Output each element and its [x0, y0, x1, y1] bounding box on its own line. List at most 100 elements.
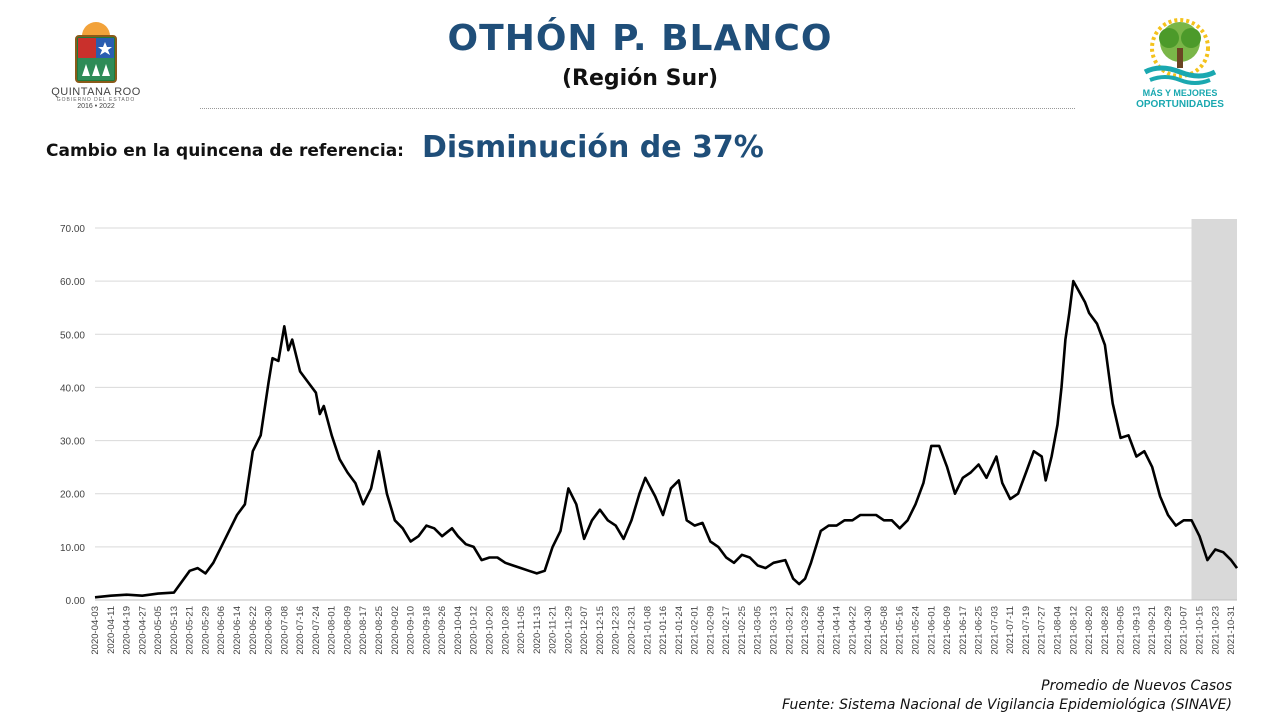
x-tick-label: 2021-07-03 — [989, 606, 1000, 655]
source-caption: Fuente: Sistema Nacional de Vigilancia E… — [782, 697, 1232, 713]
x-tick-label: 2020-11-21 — [548, 606, 559, 654]
x-tick-label: 2020-11-29 — [563, 606, 574, 654]
x-tick-label: 2021-09-29 — [1163, 606, 1174, 655]
x-tick-label: 2020-10-12 — [469, 606, 480, 655]
x-tick-label: 2021-06-25 — [974, 606, 985, 655]
x-tick-label: 2021-05-08 — [879, 606, 890, 655]
x-tick-label: 2020-10-04 — [453, 606, 464, 655]
x-tick-label: 2020-05-21 — [185, 606, 196, 655]
x-tick-label: 2020-09-10 — [406, 606, 417, 655]
x-tick-label: 2020-12-15 — [595, 606, 606, 655]
logo-right-line2: OPORTUNIDADES — [1136, 99, 1224, 110]
x-tick-label: 2021-08-28 — [1100, 606, 1111, 655]
tree-logo-icon — [1143, 18, 1217, 85]
x-tick-label: 2021-06-01 — [926, 606, 937, 655]
x-tick-label: 2020-08-25 — [374, 606, 385, 655]
x-tick-label: 2020-05-29 — [200, 606, 211, 655]
y-tick-label: 20.00 — [60, 490, 85, 501]
series-caption: Promedio de Nuevos Casos — [1041, 678, 1232, 694]
x-tick-label: 2021-07-11 — [1005, 606, 1016, 654]
page-title: OTHÓN P. BLANCO — [447, 18, 833, 59]
x-tick-label: 2021-03-13 — [768, 606, 779, 655]
x-tick-label: 2021-09-21 — [1147, 606, 1158, 655]
x-tick-label: 2020-04-27 — [137, 606, 148, 655]
x-tick-label: 2020-10-20 — [484, 606, 495, 655]
x-tick-label: 2020-06-30 — [264, 606, 275, 655]
x-tick-label: 2021-10-23 — [1210, 606, 1221, 655]
x-tick-label: 2021-07-19 — [1021, 606, 1032, 655]
x-tick-label: 2020-04-03 — [90, 606, 101, 655]
x-tick-label: 2020-07-16 — [295, 606, 306, 655]
x-tick-label: 2021-07-27 — [1037, 606, 1048, 655]
x-tick-label: 2021-09-05 — [1116, 606, 1127, 655]
mas-y-mejores-oportunidades-logo — [1125, 18, 1235, 118]
logo-left-name: QUINTANA ROO — [51, 86, 141, 98]
title-divider — [200, 108, 1075, 109]
x-tick-label: 2021-05-24 — [911, 606, 922, 655]
x-tick-label: 2021-02-17 — [721, 606, 732, 655]
x-tick-label: 2021-03-05 — [753, 606, 764, 655]
y-axis-ticks: 0.00 10.00 20.00 30.00 40.00 50.00 60.00 70.00 — [60, 224, 85, 607]
x-axis-ticks: 2020-04-03 2020-04-11 2020-04-19 2020-04-27… — [90, 606, 1237, 655]
x-tick-label: 2020-06-06 — [216, 606, 227, 655]
x-tick-label: 2021-10-31 — [1226, 606, 1237, 655]
x-tick-label: 2020-12-23 — [611, 606, 622, 655]
x-tick-label: 2021-08-20 — [1084, 606, 1095, 655]
x-tick-label: 2020-08-09 — [342, 606, 353, 655]
x-tick-label: 2020-07-08 — [279, 606, 290, 655]
x-tick-label: 2020-10-28 — [500, 606, 511, 655]
x-tick-label: 2021-04-06 — [816, 606, 827, 655]
x-tick-label: 2021-01-08 — [642, 606, 653, 655]
x-tick-label: 2020-09-18 — [421, 606, 432, 655]
x-tick-label: 2021-02-09 — [705, 606, 716, 655]
y-tick-label: 40.00 — [60, 383, 85, 394]
x-tick-label: 2021-05-16 — [895, 606, 906, 655]
x-tick-label: 2021-01-24 — [674, 606, 685, 655]
x-tick-label: 2020-12-31 — [626, 606, 637, 655]
grid-lines — [95, 227, 1237, 601]
x-tick-label: 2021-03-21 — [784, 606, 795, 655]
coat-of-arms-icon — [75, 22, 117, 83]
shaded-period — [1191, 219, 1237, 600]
x-tick-label: 2020-04-19 — [122, 606, 133, 655]
x-tick-label: 2020-06-14 — [232, 606, 243, 655]
x-tick-label: 2020-05-05 — [153, 606, 164, 655]
x-tick-label: 2020-08-17 — [358, 606, 369, 655]
change-value: Disminución de 37% — [422, 130, 764, 165]
x-tick-label: 2021-06-09 — [942, 606, 953, 655]
y-tick-label: 10.00 — [60, 543, 85, 554]
logo-left-years: 2016 • 2022 — [77, 103, 115, 110]
x-tick-label: 2020-05-13 — [169, 606, 180, 655]
y-tick-label: 0.00 — [66, 596, 86, 607]
x-tick-label: 2021-09-13 — [1131, 606, 1142, 655]
x-tick-label: 2020-09-02 — [390, 606, 401, 655]
y-tick-label: 60.00 — [60, 277, 85, 288]
x-tick-label: 2021-02-25 — [737, 606, 748, 655]
cases-line-chart: 0.0010.0020.0030.0040.0050.0060.0070.00 … — [60, 219, 1239, 655]
x-tick-label: 2021-03-29 — [800, 606, 811, 655]
x-tick-label: 2021-04-22 — [847, 606, 858, 655]
y-tick-label: 70.00 — [60, 224, 85, 235]
x-tick-label: 2020-12-07 — [579, 606, 590, 655]
logo-right-line1: MÁS Y MEJORES — [1142, 88, 1218, 98]
y-tick-label: 30.00 — [60, 437, 85, 448]
x-tick-label: 2020-11-13 — [532, 606, 543, 654]
change-label: Cambio en la quincena de referencia: — [46, 141, 404, 161]
x-tick-label: 2020-11-05 — [516, 606, 527, 654]
x-tick-label: 2020-06-22 — [248, 606, 259, 655]
x-tick-label: 2021-04-14 — [832, 606, 843, 655]
page-subtitle: (Región Sur) — [561, 66, 719, 91]
x-tick-label: 2021-10-07 — [1179, 606, 1190, 655]
x-tick-label: 2021-08-04 — [1053, 606, 1064, 655]
x-tick-label: 2020-09-26 — [437, 606, 448, 655]
x-tick-label: 2020-08-01 — [327, 606, 338, 655]
x-tick-label: 2021-08-12 — [1068, 606, 1079, 655]
series-line — [94, 279, 1239, 599]
x-tick-label: 2021-02-01 — [690, 606, 701, 655]
x-tick-label: 2021-04-30 — [863, 606, 874, 655]
y-tick-label: 50.00 — [60, 330, 85, 341]
x-tick-label: 2021-10-15 — [1195, 606, 1206, 655]
x-tick-label: 2021-06-17 — [958, 606, 969, 655]
x-tick-label: 2021-01-16 — [658, 606, 669, 655]
x-tick-label: 2020-04-11 — [106, 606, 117, 654]
